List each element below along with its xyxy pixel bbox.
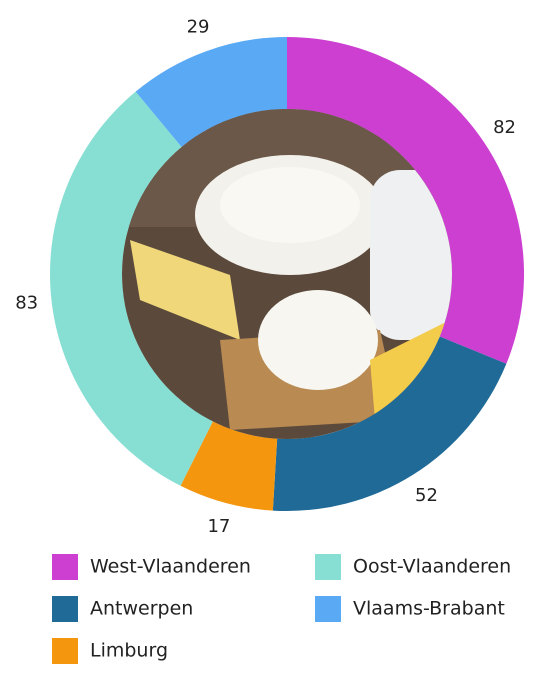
legend-swatch <box>52 596 78 622</box>
donut-segment <box>50 91 213 486</box>
legend-label: Limburg <box>90 640 168 662</box>
legend-label: Vlaams-Brabant <box>353 598 505 620</box>
center-image <box>122 109 452 439</box>
legend-swatch <box>52 554 78 580</box>
donut-segment <box>287 37 524 364</box>
legend-swatch <box>315 596 341 622</box>
data-label: 83 <box>15 293 38 314</box>
legend-label: West-Vlaanderen <box>90 556 251 578</box>
legend-label: Oost-Vlaanderen <box>353 556 511 578</box>
donut-segment <box>180 421 278 511</box>
data-label: 17 <box>207 516 230 537</box>
data-label: 82 <box>493 117 516 138</box>
data-label: 52 <box>415 485 438 506</box>
legend-label: Antwerpen <box>90 598 193 620</box>
legend-swatch <box>315 554 341 580</box>
data-label: 29 <box>187 17 210 38</box>
donut-segment <box>272 336 507 511</box>
legend-swatch <box>52 638 78 664</box>
donut-segment <box>135 37 287 148</box>
